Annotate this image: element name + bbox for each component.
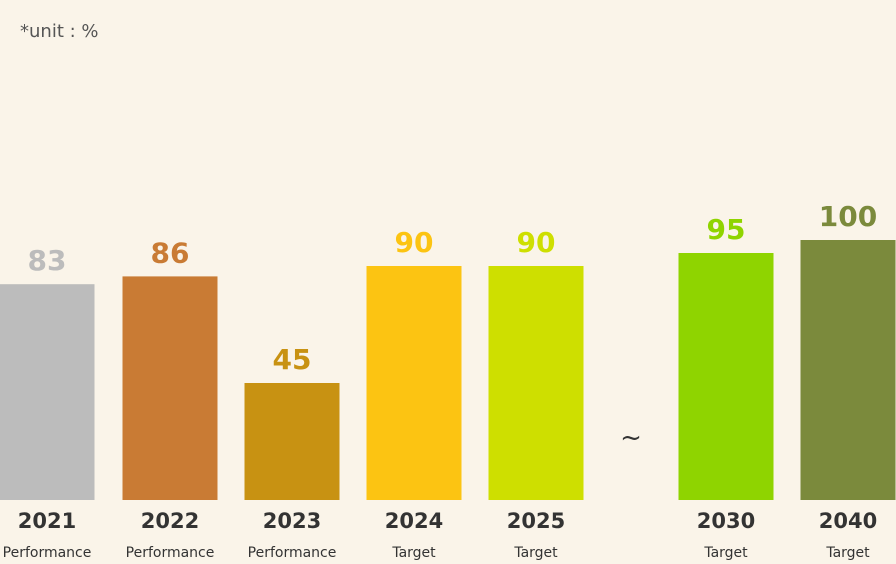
year-label-2023: 2023 — [263, 509, 321, 533]
status-label-2025: Target — [513, 545, 558, 561]
status-label-2030: Target — [703, 545, 748, 561]
category-labels-group: 2021 Performance 2022 Performance 2023 Perfor… — [3, 509, 878, 561]
value-label-2030: 95 — [707, 213, 746, 246]
bar-2024 — [366, 266, 462, 500]
bar-2023 — [244, 383, 340, 500]
value-label-2023: 45 — [273, 343, 312, 376]
year-label-2024: 2024 — [385, 509, 443, 533]
value-labels-group: 83 86 45 90 90 95 100 — [28, 200, 878, 376]
value-label-2024: 90 — [395, 226, 434, 259]
year-label-2022: 2022 — [141, 509, 199, 533]
status-label-2022: Performance — [126, 545, 215, 561]
status-label-2021: Performance — [3, 545, 92, 561]
unit-note: *unit : % — [20, 21, 99, 42]
year-label-2021: 2021 — [18, 509, 76, 533]
status-label-2023: Performance — [248, 545, 337, 561]
value-label-2040: 100 — [819, 200, 877, 233]
bar-2022 — [122, 276, 218, 500]
bar-2030 — [678, 253, 774, 500]
value-label-2022: 86 — [151, 236, 190, 269]
status-label-2040: Target — [825, 545, 870, 561]
bar-2025 — [488, 266, 584, 500]
bars-group — [0, 240, 896, 500]
year-label-2040: 2040 — [819, 509, 877, 533]
year-label-2025: 2025 — [507, 509, 565, 533]
status-label-2024: Target — [391, 545, 436, 561]
bar-2021 — [0, 284, 95, 500]
value-label-2021: 83 — [28, 244, 67, 277]
value-label-2025: 90 — [517, 226, 556, 259]
bar-2040 — [800, 240, 896, 500]
axis-break-symbol: ~ — [620, 423, 642, 453]
year-label-2030: 2030 — [697, 509, 755, 533]
